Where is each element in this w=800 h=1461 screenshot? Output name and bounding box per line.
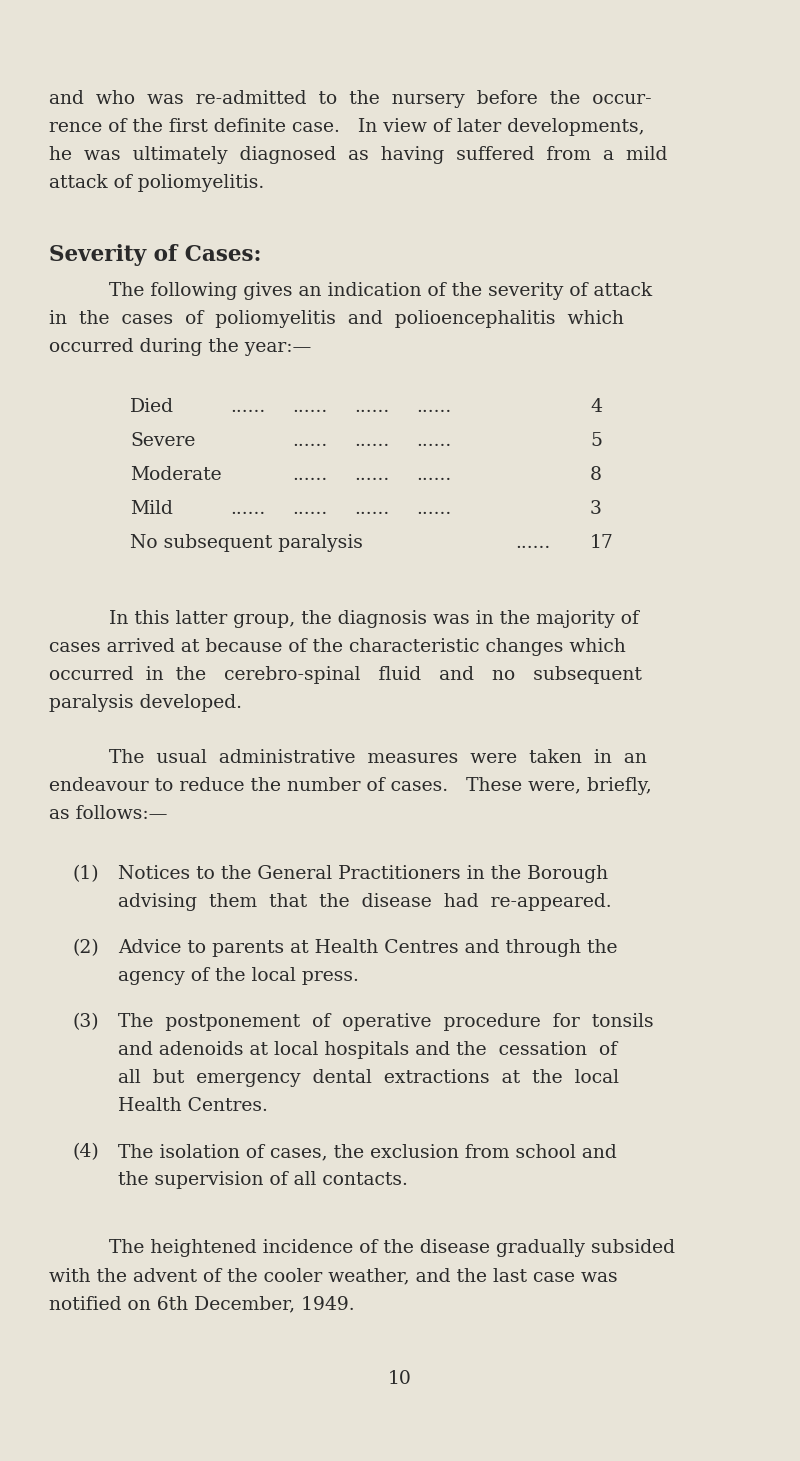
Text: attack of poliomyelitis.: attack of poliomyelitis. <box>49 174 264 191</box>
Text: ......: ...... <box>354 466 390 484</box>
Text: rence of the first definite case.   In view of later developments,: rence of the first definite case. In vie… <box>49 118 645 136</box>
Text: The  usual  administrative  measures  were  taken  in  an: The usual administrative measures were t… <box>109 749 647 767</box>
Text: cases arrived at because of the characteristic changes which: cases arrived at because of the characte… <box>49 638 626 656</box>
Text: 3: 3 <box>590 500 602 519</box>
Text: 8: 8 <box>590 466 602 484</box>
Text: ......: ...... <box>416 466 451 484</box>
Text: occurred  in  the   cerebro-spinal   fluid   and   no   subsequent: occurred in the cerebro-spinal fluid and… <box>49 666 642 684</box>
Text: 5: 5 <box>590 432 602 450</box>
Text: ......: ...... <box>230 500 266 519</box>
Text: In this latter group, the diagnosis was in the majority of: In this latter group, the diagnosis was … <box>109 611 639 628</box>
Text: endeavour to reduce the number of cases.   These were, briefly,: endeavour to reduce the number of cases.… <box>49 777 652 795</box>
Text: all  but  emergency  dental  extractions  at  the  local: all but emergency dental extractions at … <box>118 1069 619 1087</box>
Text: Severe: Severe <box>130 432 195 450</box>
Text: ......: ...... <box>416 500 451 519</box>
Text: 4: 4 <box>590 397 602 416</box>
Text: ......: ...... <box>292 432 327 450</box>
Text: Health Centres.: Health Centres. <box>118 1097 268 1115</box>
Text: ......: ...... <box>416 432 451 450</box>
Text: (4): (4) <box>72 1143 98 1161</box>
Text: (3): (3) <box>72 1012 98 1031</box>
Text: and  who  was  re-admitted  to  the  nursery  before  the  occur-: and who was re-admitted to the nursery b… <box>49 91 652 108</box>
Text: The heightened incidence of the disease gradually subsided: The heightened incidence of the disease … <box>109 1239 675 1256</box>
Text: ......: ...... <box>416 397 451 416</box>
Text: and adenoids at local hospitals and the  cessation  of: and adenoids at local hospitals and the … <box>118 1042 617 1059</box>
Text: ......: ...... <box>354 397 390 416</box>
Text: notified on 6th December, 1949.: notified on 6th December, 1949. <box>49 1294 354 1313</box>
Text: advising  them  that  the  disease  had  re-appeared.: advising them that the disease had re-ap… <box>118 893 612 912</box>
Text: (2): (2) <box>72 939 98 957</box>
Text: agency of the local press.: agency of the local press. <box>118 967 359 985</box>
Text: (1): (1) <box>72 865 98 882</box>
Text: Mild: Mild <box>130 500 173 519</box>
Text: occurred during the year:—: occurred during the year:— <box>49 337 311 356</box>
Text: The  postponement  of  operative  procedure  for  tonsils: The postponement of operative procedure … <box>118 1012 654 1031</box>
Text: ......: ...... <box>354 432 390 450</box>
Text: The following gives an indication of the severity of attack: The following gives an indication of the… <box>109 282 652 300</box>
Text: Severity of Cases:: Severity of Cases: <box>49 244 262 266</box>
Text: in  the  cases  of  poliomyelitis  and  polioencephalitis  which: in the cases of poliomyelitis and polioe… <box>49 310 624 329</box>
Text: The isolation of cases, the exclusion from school and: The isolation of cases, the exclusion fr… <box>118 1143 617 1161</box>
Text: 17: 17 <box>590 535 614 552</box>
Text: Died: Died <box>130 397 174 416</box>
Text: Advice to parents at Health Centres and through the: Advice to parents at Health Centres and … <box>118 939 618 957</box>
Text: Moderate: Moderate <box>130 466 222 484</box>
Text: 10: 10 <box>388 1370 412 1388</box>
Text: with the advent of the cooler weather, and the last case was: with the advent of the cooler weather, a… <box>49 1267 618 1286</box>
Text: he  was  ultimately  diagnosed  as  having  suffered  from  a  mild: he was ultimately diagnosed as having su… <box>49 146 667 164</box>
Text: ......: ...... <box>292 500 327 519</box>
Text: ......: ...... <box>292 466 327 484</box>
Text: the supervision of all contacts.: the supervision of all contacts. <box>118 1172 408 1189</box>
Text: ......: ...... <box>230 397 266 416</box>
Text: ......: ...... <box>354 500 390 519</box>
Text: paralysis developed.: paralysis developed. <box>49 694 242 712</box>
Text: as follows:—: as follows:— <box>49 805 167 823</box>
Text: ......: ...... <box>515 535 550 552</box>
Text: No subsequent paralysis: No subsequent paralysis <box>130 535 363 552</box>
Text: ......: ...... <box>292 397 327 416</box>
Text: Notices to the General Practitioners in the Borough: Notices to the General Practitioners in … <box>118 865 608 882</box>
